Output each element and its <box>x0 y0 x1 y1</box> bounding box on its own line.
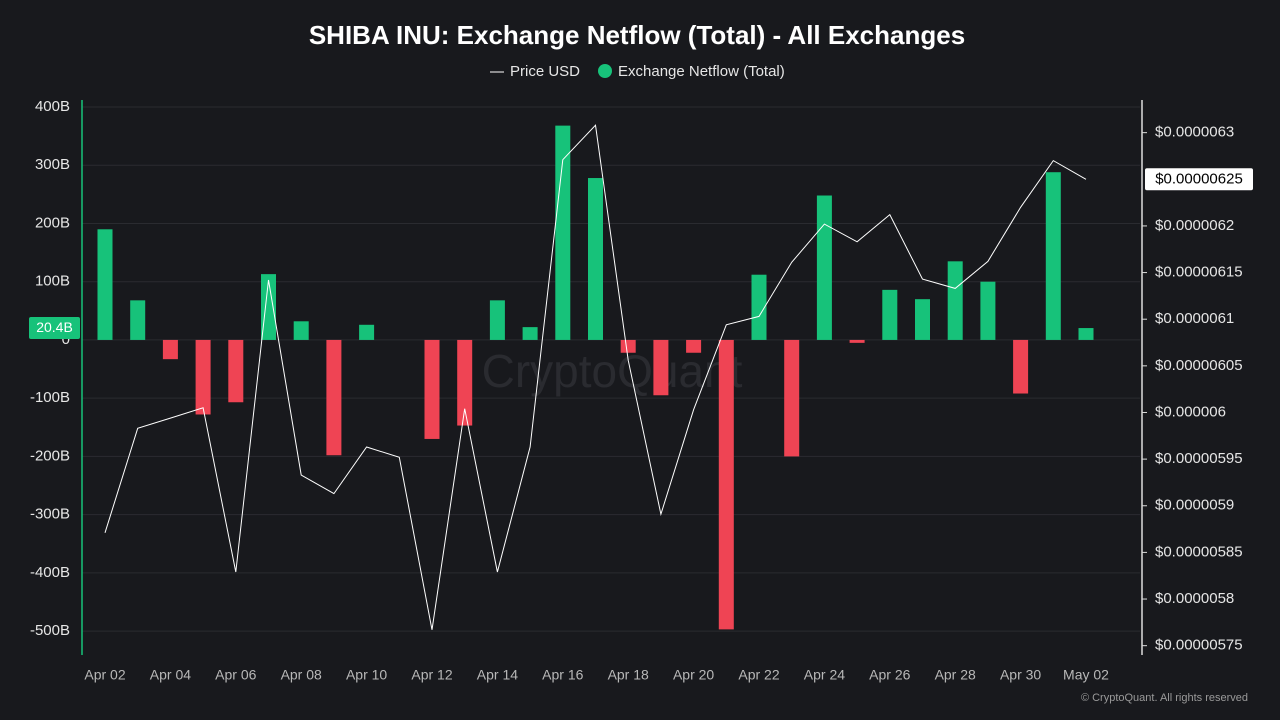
x-tick-label: Apr 24 <box>804 667 845 683</box>
y-tick-label: -200B <box>30 447 70 464</box>
y-tick-label: 400B <box>35 98 70 115</box>
bar <box>947 261 963 340</box>
value-badge <box>29 317 80 340</box>
y2-tick-label: $0.0000062 <box>1155 217 1234 234</box>
bar <box>489 300 505 340</box>
y-tick-label: -100B <box>30 389 70 406</box>
legend-dot <box>598 64 612 78</box>
bar <box>718 339 734 630</box>
price-line <box>104 124 1087 630</box>
y2-tick-label: $0.00000595 <box>1155 450 1243 467</box>
bar <box>915 299 930 340</box>
price-badge-label: $0.00000625 <box>1155 170 1243 187</box>
y2-tick-label: $0.00000585 <box>1155 543 1243 560</box>
x-tick-label: Apr 04 <box>150 667 191 683</box>
bar <box>457 339 473 426</box>
y2-tick-label: $0.0000058 <box>1155 590 1234 607</box>
bar <box>980 281 996 340</box>
x-tick-label: Apr 18 <box>608 667 649 683</box>
x-tick-label: Apr 10 <box>346 667 387 683</box>
y2-tick-label: $0.00000605 <box>1155 357 1243 374</box>
bar <box>882 289 898 340</box>
bar <box>849 339 865 343</box>
bar <box>261 274 276 340</box>
y2-tick-label: $0.0000063 <box>1155 124 1234 141</box>
y-tick-label: -300B <box>30 506 70 523</box>
y-tick-label: 0 <box>62 331 70 348</box>
bar <box>1013 339 1029 394</box>
x-tick-label: Apr 22 <box>738 667 779 683</box>
watermark: CryptoQuant <box>482 345 743 397</box>
legend-label: Price USD <box>510 63 580 80</box>
bar <box>751 274 767 340</box>
y-tick-label: -500B <box>30 622 70 639</box>
bar <box>784 339 800 457</box>
x-tick-label: Apr 26 <box>869 667 910 683</box>
bar <box>1078 328 1094 340</box>
x-tick-label: Apr 14 <box>477 667 518 683</box>
x-tick-label: Apr 02 <box>84 667 125 683</box>
bar <box>228 339 244 403</box>
footer: © CryptoQuant. All rights reserved <box>1081 692 1248 704</box>
x-tick-label: Apr 06 <box>215 667 256 683</box>
bar <box>195 339 211 415</box>
y-tick-label: -400B <box>30 564 70 581</box>
y2-tick-label: $0.000006 <box>1155 403 1226 420</box>
y2-tick-label: $0.00000615 <box>1155 264 1243 281</box>
bar <box>620 339 636 353</box>
bar <box>686 339 702 353</box>
x-tick-label: Apr 08 <box>281 667 322 683</box>
price-badge <box>1145 168 1253 191</box>
bar <box>97 229 113 340</box>
x-tick-label: Apr 12 <box>411 667 452 683</box>
y2-tick-label: $0.0000059 <box>1155 497 1234 514</box>
bar <box>522 327 538 340</box>
bar <box>293 321 309 340</box>
x-tick-label: Apr 16 <box>542 667 583 683</box>
bar <box>555 125 571 340</box>
bar <box>653 339 669 396</box>
y2-tick-label: $0.0000061 <box>1155 310 1234 327</box>
bar <box>816 195 832 340</box>
bar <box>162 339 178 360</box>
bar <box>1045 172 1061 340</box>
bar <box>588 178 603 340</box>
bar <box>326 339 342 456</box>
x-tick-label: Apr 20 <box>673 667 714 683</box>
value-badge-label: 20.4B <box>36 319 73 335</box>
y-tick-label: 100B <box>35 273 70 290</box>
bar <box>130 300 146 340</box>
y-tick-label: 300B <box>35 156 70 173</box>
bar <box>424 339 440 439</box>
x-tick-label: Apr 28 <box>935 667 976 683</box>
y2-tick-label: $0.00000575 <box>1155 637 1243 654</box>
bar <box>359 324 375 340</box>
y-tick-label: 200B <box>35 214 70 231</box>
x-tick-label: May 02 <box>1063 667 1109 683</box>
x-tick-label: Apr 30 <box>1000 667 1041 683</box>
chart-title: SHIBA INU: Exchange Netflow (Total) - Al… <box>309 20 965 50</box>
legend-label: Exchange Netflow (Total) <box>618 63 785 80</box>
